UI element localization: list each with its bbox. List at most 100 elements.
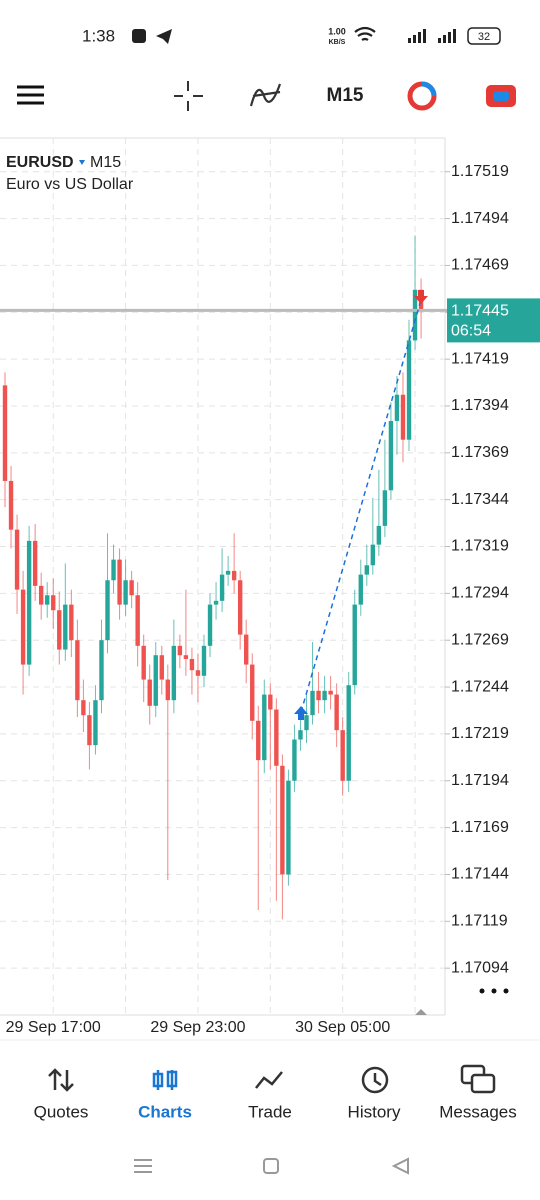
clock: 1:38 [82,26,115,45]
candle-body [219,574,225,601]
candle-body [171,645,177,701]
candle-body [328,690,333,695]
x-tick-label: 30 Sep 05:00 [295,1019,390,1036]
candle-body [340,730,345,781]
history-icon [361,1066,389,1094]
candle-body [117,559,122,605]
candle-body [268,694,273,710]
y-tick-label: 1.17519 [451,163,509,180]
messages-icon-back [470,1073,496,1094]
candle-body [250,664,255,721]
candle-body [225,570,231,575]
crosshair-button[interactable] [174,81,203,111]
candle-body [310,690,315,716]
y-tick-label: 1.17144 [451,866,509,883]
candle-body [274,709,279,766]
y-tick-label: 1.17094 [451,959,509,976]
last-price-box [447,298,540,343]
candle-body [183,655,189,659]
candle-body [358,574,363,605]
candle-body [286,780,291,875]
candle-body [51,595,56,611]
nav-item[interactable]: Trade [248,1102,292,1121]
candle-body [256,720,261,761]
candle-body [364,565,369,575]
candle-body [237,580,243,635]
candle-body [262,694,267,761]
candle-body [213,600,219,605]
symbol-dropdown[interactable] [79,160,85,165]
net-speed: 1.00 [328,26,346,36]
candle-body [129,580,134,596]
candle-body [201,645,207,676]
candle-body [81,700,86,716]
candle-body [69,604,74,641]
candles [0,235,447,920]
candle-body [26,540,32,665]
y-tick-label: 1.17119 [451,913,508,930]
candle-body [93,700,98,746]
candle-body [123,580,128,605]
y-tick-label: 1.17219 [451,725,509,742]
candle-body [322,690,327,701]
nav-item[interactable]: Quotes [34,1102,89,1121]
candle-body [394,394,400,421]
candle-body [38,585,44,605]
candle-body [14,529,20,590]
y-tick-label: 1.17319 [451,538,509,555]
candle-body [370,544,376,566]
candle-body [304,715,309,731]
signal-icons [408,29,456,43]
symbol[interactable]: EURUSD [6,154,74,171]
nav-item[interactable]: Messages [439,1102,516,1121]
candle-body [376,525,382,545]
battery-level: 32 [478,31,490,43]
trade-icon [255,1071,283,1089]
trade-button-accent [421,81,437,97]
candle-body [141,645,146,680]
candle-body [8,480,14,530]
y-tick-label: 1.17494 [451,210,509,227]
candle-body [147,679,152,706]
y-tick-label: 1.17344 [451,491,509,508]
nav-item[interactable]: History [348,1102,401,1121]
candle-body [111,559,116,581]
candle-body [352,604,357,686]
symbol-description: Euro vs US Dollar [6,176,134,193]
candle-body [244,634,249,665]
candle-body [231,570,237,581]
candle-body [298,730,303,740]
quotes-icon [48,1068,74,1092]
candle-body [63,604,68,650]
history-hands [373,1073,382,1087]
candle-body [292,739,297,781]
candle-body [412,289,418,341]
candle-body [207,604,213,646]
nav-item[interactable]: Charts [138,1102,192,1121]
indicators-button[interactable] [249,83,282,107]
x-tick-label: 29 Sep 17:00 [6,1019,101,1036]
more-button[interactable] [479,988,509,994]
candle-body [406,340,412,440]
y-tick-label: 1.17294 [451,585,509,602]
bar-countdown: 06:54 [451,323,491,340]
candle-body [32,540,38,586]
candle-body [2,385,8,481]
y-tick-label: 1.17169 [451,819,509,836]
y-tick-label: 1.17469 [451,257,509,274]
candle-body [280,765,285,875]
candle-body [45,595,50,605]
charts-icon-body [152,1072,164,1088]
candle-body [75,640,80,701]
candle-body [195,670,201,676]
candle-body [20,589,26,665]
charts-icon-body [166,1070,178,1088]
candle-body [400,394,406,440]
y-tick-label: 1.17244 [451,678,509,695]
menu-button[interactable] [17,85,44,105]
y-tick-label: 1.17369 [451,444,509,461]
timeframe-button[interactable]: M15 [327,85,364,106]
candle-body [105,580,110,641]
battery [467,27,501,45]
